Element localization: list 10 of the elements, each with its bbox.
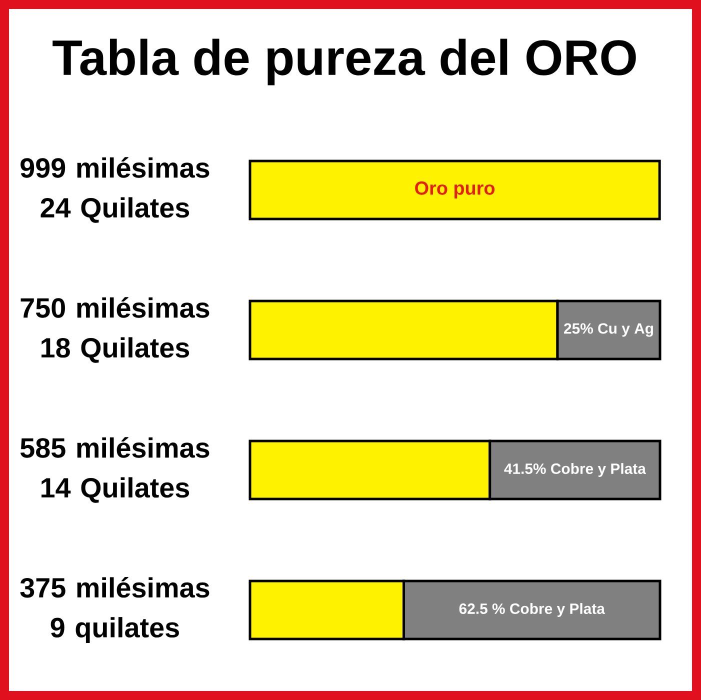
chart-title: Tabla de pureza del ORO [52, 38, 636, 86]
data-label: Oro puro [415, 181, 495, 199]
y-tick-label: 375 milésimas 9 quilates [20, 576, 210, 644]
bar [248, 160, 661, 220]
y-tick-label: 999 milésimas 24 Quilates [20, 157, 210, 223]
data-label: 41.5% Cobre y Plata [504, 463, 646, 477]
data-label: 25% Cu y Ag [564, 323, 653, 337]
data-label: 62.5 % Cobre y Plata [459, 603, 606, 617]
y-tick-label: 585 milésimas 14 Quilates [20, 437, 210, 503]
y-tick-label: 750 milésimas 18 Quilates [20, 297, 210, 363]
